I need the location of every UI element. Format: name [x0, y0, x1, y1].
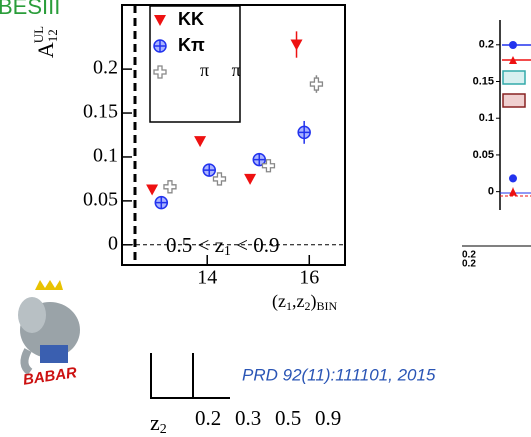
legend-marker — [153, 65, 167, 79]
bin-label: z2 — [150, 410, 167, 437]
x-tick-label: 0.2 — [462, 259, 476, 270]
point — [244, 173, 257, 185]
x-tick-label: 14 — [197, 267, 217, 289]
text-part: 2 — [304, 299, 310, 313]
legend-label: Kπ — [178, 35, 205, 55]
babar-logo — [18, 280, 80, 376]
y-tick-label: 0.2 — [479, 39, 494, 51]
y-tick-label: 0 — [108, 232, 118, 254]
point — [509, 174, 517, 183]
legend-marker — [153, 39, 167, 53]
point — [202, 163, 217, 177]
y-tick-label: 0 — [488, 186, 494, 198]
text-part: UL — [31, 26, 46, 43]
y-tick-label: 0.15 — [473, 75, 494, 87]
y-tick-label: 0.2 — [93, 57, 118, 79]
bin-edge: 0.2 — [195, 406, 221, 430]
text-part: 2 — [160, 422, 167, 437]
text-part: 12 — [45, 29, 60, 42]
annotation: 0.5 < z1 < 0.9 — [166, 233, 280, 259]
point — [194, 136, 207, 148]
y-tick-label: 0.1 — [93, 145, 118, 167]
bin-edge: 0.5 — [275, 406, 301, 430]
text-part: 1 — [286, 299, 292, 313]
point — [509, 187, 517, 196]
point — [146, 184, 159, 196]
legend-label: KK — [178, 9, 204, 29]
x-tick-label: 0.2 — [462, 250, 476, 261]
point — [297, 125, 311, 140]
point — [309, 77, 324, 91]
text-part: 1 — [224, 244, 231, 259]
legend-box — [149, 5, 241, 123]
point — [261, 159, 276, 173]
bin-edge: 0.9 — [315, 406, 341, 430]
point — [212, 172, 227, 186]
text-part: ,z — [292, 291, 305, 311]
header-title: BESIII — [0, 0, 60, 19]
point — [154, 195, 169, 210]
text-part: BIN — [316, 299, 337, 313]
y-tick-label: 0.1 — [479, 112, 494, 124]
legend-label: π π — [200, 60, 241, 80]
y-tick-label: 0.05 — [83, 188, 118, 210]
plot-frame — [121, 4, 346, 266]
bin-bracket — [150, 353, 230, 399]
point — [252, 152, 267, 167]
point — [290, 39, 303, 51]
text-part: 0.5 < z — [166, 233, 224, 257]
y-tick-label: 0.05 — [473, 149, 494, 161]
bin-edge: 0.3 — [235, 406, 261, 430]
text-part: < 0.9 — [231, 233, 280, 257]
text-part: z — [150, 410, 160, 435]
x-axis-label: (z1,z2)BIN — [272, 291, 337, 313]
legend-marker — [154, 15, 166, 26]
point — [163, 180, 177, 194]
text-part: A — [33, 42, 58, 58]
y-axis-label: A12UL — [31, 26, 60, 58]
text-part: (z — [272, 291, 286, 312]
citation: PRD 92(11):111101, 2015 — [242, 365, 436, 384]
right-legend — [500, 41, 531, 197]
text-part: ) — [310, 291, 316, 312]
x-tick-label: 16 — [299, 267, 319, 289]
y-tick-label: 0.15 — [83, 101, 118, 123]
